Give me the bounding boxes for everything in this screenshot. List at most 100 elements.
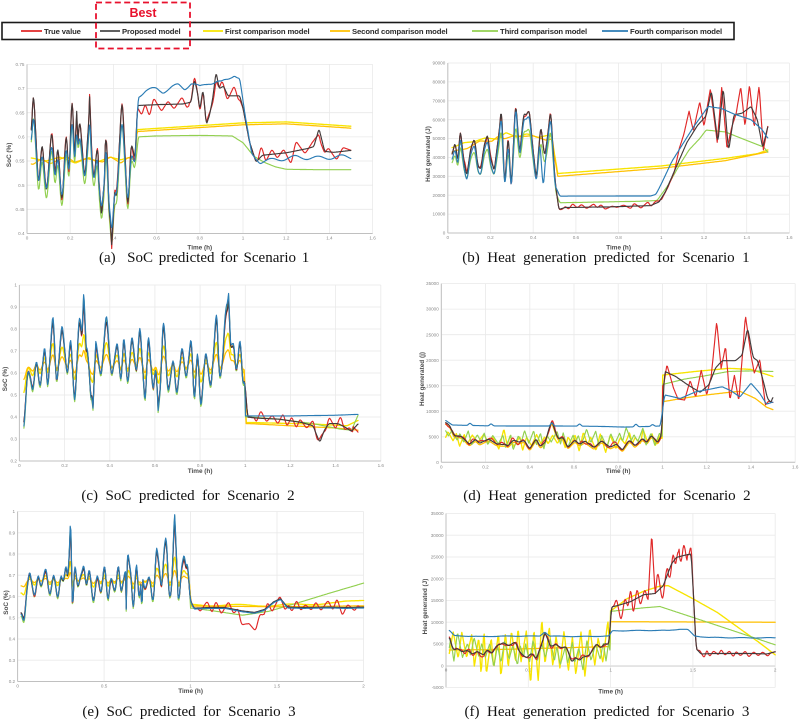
svg-text:15000: 15000 [431, 598, 444, 603]
svg-text:0.5: 0.5 [101, 684, 108, 689]
svg-text:35000: 35000 [426, 281, 439, 286]
svg-text:1.2: 1.2 [701, 235, 708, 240]
svg-text:40000: 40000 [433, 155, 446, 160]
svg-text:90000: 90000 [433, 61, 446, 66]
svg-text:0.6: 0.6 [571, 465, 578, 470]
svg-text:0: 0 [18, 463, 21, 468]
svg-text:0.5: 0.5 [525, 667, 532, 672]
svg-text:-5000: -5000 [432, 685, 444, 690]
svg-text:0.4: 0.4 [527, 465, 534, 470]
svg-text:2: 2 [362, 684, 365, 689]
svg-text:60000: 60000 [433, 117, 446, 122]
svg-text:Second comparison model: Second comparison model [352, 27, 448, 36]
svg-text:0.6: 0.6 [153, 236, 160, 241]
svg-text:80000: 80000 [433, 80, 446, 85]
svg-text:0: 0 [447, 235, 450, 240]
svg-text:Time (h): Time (h) [598, 689, 623, 696]
svg-text:0.4: 0.4 [530, 235, 537, 240]
svg-text:70000: 70000 [433, 98, 446, 103]
svg-text:0.3: 0.3 [9, 658, 16, 663]
svg-text:20000: 20000 [431, 576, 444, 581]
svg-text:1.6: 1.6 [378, 463, 385, 468]
svg-text:Fourth comparison model: Fourth comparison model [630, 27, 722, 36]
svg-text:0.55: 0.55 [16, 159, 25, 164]
svg-text:1: 1 [660, 235, 663, 240]
svg-text:Proposed model: Proposed model [122, 27, 181, 36]
svg-text:0.4: 0.4 [11, 415, 18, 420]
svg-text:0.5: 0.5 [11, 393, 18, 398]
svg-text:1.2: 1.2 [283, 236, 290, 241]
svg-text:0: 0 [443, 231, 446, 236]
svg-text:0.8: 0.8 [197, 463, 204, 468]
svg-text:Heat generated (J): Heat generated (J) [422, 579, 429, 635]
svg-text:30000: 30000 [431, 533, 444, 538]
svg-text:0.7: 0.7 [11, 349, 18, 354]
svg-text:1.4: 1.4 [332, 463, 339, 468]
svg-text:0.6: 0.6 [11, 371, 18, 376]
svg-text:0.6: 0.6 [152, 463, 159, 468]
svg-text:0: 0 [16, 684, 19, 689]
svg-text:0.5: 0.5 [18, 183, 25, 188]
svg-text:Time (h): Time (h) [606, 468, 631, 475]
svg-text:0.6: 0.6 [18, 135, 25, 140]
svg-text:0.2: 0.2 [482, 465, 489, 470]
svg-text:0.2: 0.2 [61, 463, 68, 468]
svg-text:0.3: 0.3 [11, 437, 18, 442]
svg-text:SoC (%): SoC (%) [6, 143, 13, 168]
svg-text:1: 1 [13, 509, 16, 514]
svg-text:Time (h): Time (h) [187, 245, 212, 252]
svg-text:20000: 20000 [426, 358, 439, 363]
svg-text:30000: 30000 [426, 307, 439, 312]
svg-text:0.8: 0.8 [197, 236, 204, 241]
svg-text:0: 0 [445, 667, 448, 672]
svg-text:1.6: 1.6 [786, 235, 793, 240]
svg-text:35000: 35000 [431, 511, 444, 516]
svg-text:0.8: 0.8 [9, 552, 16, 557]
svg-text:2: 2 [774, 667, 777, 672]
svg-text:15000: 15000 [426, 383, 439, 388]
svg-text:0.75: 0.75 [16, 62, 25, 67]
svg-text:1: 1 [609, 667, 612, 672]
svg-text:Time (h): Time (h) [606, 245, 631, 252]
svg-text:0.4: 0.4 [18, 231, 25, 236]
svg-text:1.6: 1.6 [369, 236, 376, 241]
svg-text:1: 1 [244, 463, 247, 468]
svg-text:20000: 20000 [433, 193, 446, 198]
svg-text:25000: 25000 [426, 332, 439, 337]
svg-text:0.45: 0.45 [16, 207, 25, 212]
svg-text:0.5: 0.5 [9, 615, 16, 620]
svg-text:Heat generated (j): Heat generated (j) [419, 352, 426, 406]
svg-text:0.2: 0.2 [67, 236, 74, 241]
svg-text:0: 0 [26, 236, 29, 241]
svg-text:0.4: 0.4 [110, 236, 117, 241]
svg-text:5000: 5000 [433, 642, 444, 647]
svg-text:0.8: 0.8 [615, 465, 622, 470]
svg-text:0.2: 0.2 [9, 679, 16, 684]
svg-text:10000: 10000 [426, 409, 439, 414]
svg-text:1: 1 [189, 684, 192, 689]
svg-text:SoC (%): SoC (%) [2, 367, 9, 392]
svg-text:0: 0 [436, 460, 439, 465]
svg-text:1.6: 1.6 [792, 465, 799, 470]
svg-text:0.7: 0.7 [9, 573, 16, 578]
svg-text:1.4: 1.4 [744, 235, 751, 240]
svg-text:0.4: 0.4 [9, 637, 16, 642]
svg-text:1.4: 1.4 [326, 236, 333, 241]
svg-text:Third comparison model: Third comparison model [500, 27, 587, 36]
svg-text:50000: 50000 [433, 136, 446, 141]
svg-text:10000: 10000 [431, 620, 444, 625]
svg-text:25000: 25000 [431, 555, 444, 560]
svg-text:Best: Best [129, 6, 157, 20]
svg-text:0.6: 0.6 [9, 594, 16, 599]
svg-text:0.2: 0.2 [487, 235, 494, 240]
svg-text:0.6: 0.6 [573, 235, 580, 240]
svg-text:Heat generated (J): Heat generated (J) [425, 126, 432, 182]
svg-text:0.65: 0.65 [16, 110, 25, 115]
svg-text:1.2: 1.2 [287, 463, 294, 468]
svg-text:0.4: 0.4 [107, 463, 114, 468]
svg-text:1.5: 1.5 [690, 667, 697, 672]
svg-text:0.2: 0.2 [11, 459, 18, 464]
svg-text:0.8: 0.8 [11, 327, 18, 332]
svg-text:30000: 30000 [433, 174, 446, 179]
svg-text:5000: 5000 [429, 434, 440, 439]
